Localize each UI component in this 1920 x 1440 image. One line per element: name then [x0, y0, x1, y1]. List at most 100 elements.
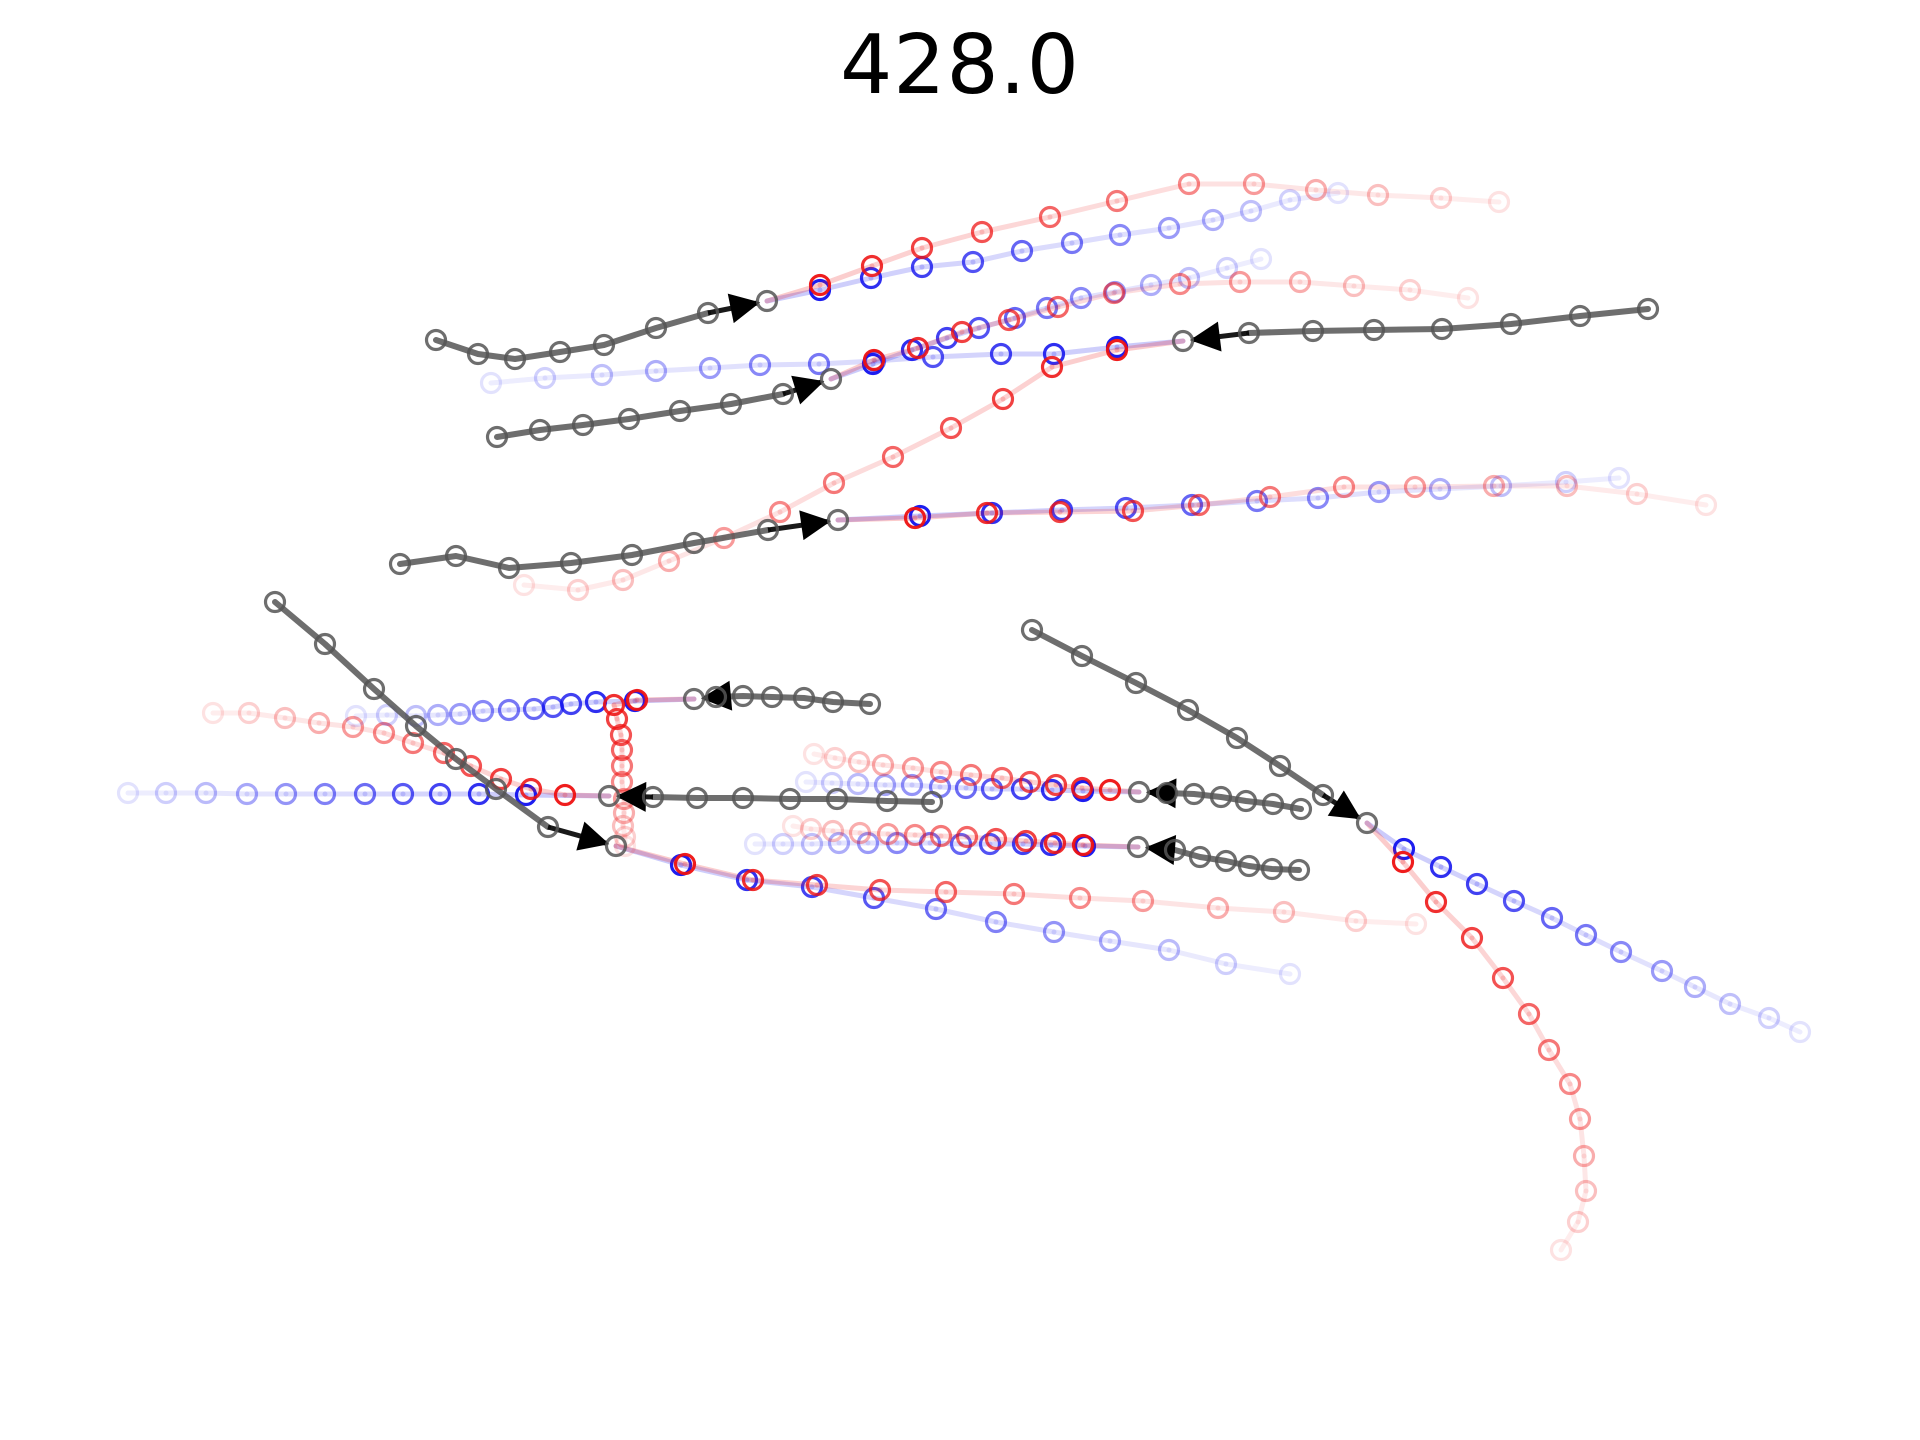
observed-point — [875, 789, 899, 813]
prediction-a-point — [1306, 486, 1330, 510]
prediction-a-segment — [435, 711, 463, 718]
prediction-b-point — [1038, 205, 1062, 229]
prediction-a-point — [590, 363, 614, 387]
prediction-a-point — [1177, 266, 1201, 290]
observed-point — [1499, 312, 1523, 336]
prediction-b-segment — [910, 765, 944, 775]
prediction-b-segment — [1297, 279, 1357, 289]
observed-point — [548, 340, 572, 364]
prediction-b-point — [432, 741, 456, 765]
observed-track — [485, 367, 843, 449]
direction-arrow — [615, 781, 654, 812]
prediction-a-point — [1465, 872, 1489, 896]
observed-point — [444, 544, 468, 568]
observed-track — [1127, 778, 1313, 821]
prediction-b-point — [1044, 773, 1068, 797]
prediction-a-point — [1788, 1020, 1812, 1044]
prediction-b-point — [929, 824, 953, 848]
observed-point — [819, 367, 843, 391]
observed-point — [1268, 754, 1292, 778]
prediction-a-segment — [1727, 1001, 1772, 1021]
prediction-a-point — [748, 353, 772, 377]
prediction-a-segment — [930, 351, 1004, 360]
prediction-a-point — [771, 832, 795, 856]
prediction-b-point — [1002, 882, 1026, 906]
prediction-a-segment — [1051, 929, 1113, 944]
prediction-b-point — [1403, 475, 1427, 499]
prediction-a-segment — [1049, 787, 1086, 794]
prediction-b-point — [1177, 172, 1201, 196]
prediction-b-point — [1398, 278, 1422, 302]
prediction-b-point — [901, 756, 925, 780]
prediction-a-point — [1139, 273, 1163, 297]
prediction-b-segment — [1251, 181, 1319, 193]
prediction-a-point — [1650, 959, 1674, 983]
prediction-a-point — [978, 832, 1002, 856]
observed-point — [620, 543, 644, 567]
prediction-b-point — [876, 822, 900, 846]
prediction-b-point — [910, 236, 934, 260]
prediction-b-point — [1258, 485, 1282, 509]
prediction-a-segment — [678, 862, 750, 883]
prediction-a-segment — [1766, 1015, 1803, 1035]
direction-arrow — [782, 375, 825, 405]
prediction-a-point — [1069, 286, 1093, 310]
prediction-a-point — [1554, 470, 1578, 494]
prediction-b-point — [1068, 886, 1092, 910]
prediction-a-segment — [1166, 217, 1216, 231]
prediction-a-segment — [909, 335, 950, 353]
observed-point — [1126, 835, 1150, 859]
prediction-b-point — [984, 827, 1008, 851]
prediction-b-segment — [964, 834, 999, 842]
prediction-a-point — [735, 868, 759, 892]
prediction-b-segment — [912, 832, 944, 839]
observed-point — [1020, 618, 1044, 642]
prediction-b-point — [1105, 338, 1129, 362]
prediction-a-segment — [809, 840, 842, 847]
prediction-b-segment — [1564, 483, 1640, 497]
prediction-b-point — [1460, 926, 1484, 950]
observed-point — [920, 790, 944, 814]
prediction-b-segment — [1375, 192, 1444, 201]
observed-point — [825, 787, 849, 811]
prediction-b-segment — [620, 810, 627, 829]
prediction-b-point — [1070, 776, 1094, 800]
prediction-b-segment — [611, 702, 620, 722]
prediction-a-point — [344, 704, 368, 728]
prediction-a-point — [497, 698, 521, 722]
prediction-b-point — [1555, 474, 1579, 498]
prediction-a-point — [1683, 975, 1707, 999]
prediction-a-point — [859, 266, 883, 290]
prediction-b-point — [1102, 281, 1126, 305]
prediction-b-point — [1040, 355, 1064, 379]
prediction-b-segment — [1353, 918, 1419, 927]
observed-point — [444, 747, 468, 771]
prediction-a-segment — [1437, 483, 1504, 492]
prediction-a-segment — [1166, 947, 1229, 967]
prediction-b-segment — [1577, 1116, 1587, 1159]
prediction-b-segment — [1500, 975, 1532, 1017]
prediction-a-segment — [909, 782, 943, 790]
prediction-b-segment — [938, 833, 970, 840]
observed-track — [1020, 618, 1379, 835]
prediction-a-point — [391, 782, 415, 806]
prediction-a-point — [1392, 837, 1416, 861]
observed-point — [1188, 845, 1212, 869]
observed-line — [397, 527, 771, 571]
prediction-a-segment — [1107, 938, 1172, 953]
prediction-a-point — [1201, 208, 1225, 232]
prediction-a-segment — [1287, 190, 1341, 203]
prediction-a-segment — [976, 315, 1018, 331]
prediction-b-point — [1046, 295, 1070, 319]
observed-point — [1289, 797, 1313, 821]
prediction-b-point — [929, 760, 953, 784]
prediction-b-point — [1391, 850, 1415, 874]
prediction-b-segment — [885, 831, 918, 838]
prediction-b-point — [1574, 1179, 1598, 1203]
prediction-a-segment — [707, 362, 763, 371]
prediction-a-point — [1607, 466, 1631, 490]
prediction-b-segment — [1567, 1081, 1583, 1122]
observed-point — [668, 399, 692, 423]
prediction-b-segment — [1546, 1047, 1573, 1087]
